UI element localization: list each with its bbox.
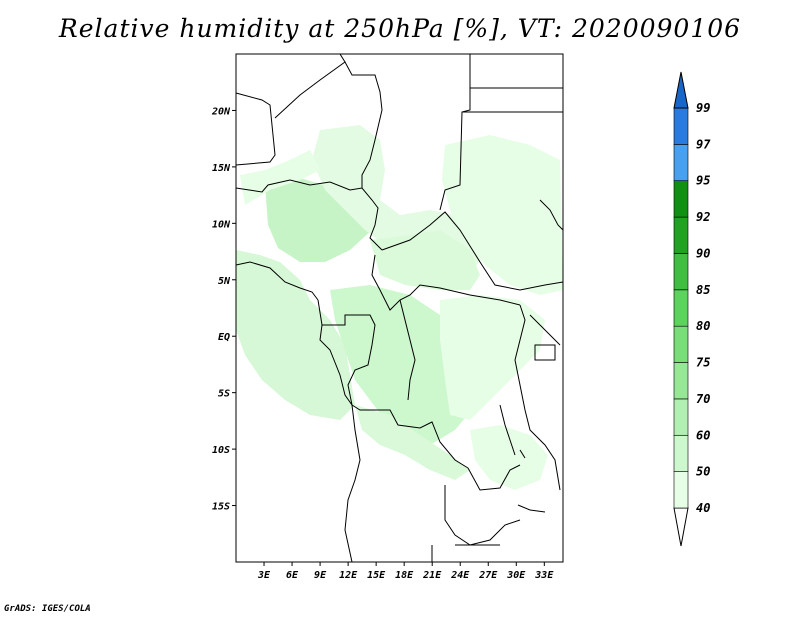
humidity-region-west-africa <box>236 250 355 420</box>
lon-tick-label: 27E <box>478 570 498 581</box>
colorbar: 40 50 60 70 75 80 85 90 92 95 97 99 <box>673 71 711 547</box>
colorbar-segment <box>673 434 689 472</box>
colorbar-segment <box>673 216 689 254</box>
humidity-fill-layer <box>236 125 563 490</box>
colorbar-label: 99 <box>696 101 710 115</box>
lat-tick-label: 5S <box>218 389 230 400</box>
lon-tick-label: 18E <box>395 570 414 581</box>
colorbar-label: 50 <box>696 465 710 479</box>
colorbar-segment <box>673 398 689 436</box>
chart-title: Relative humidity at 250hPa [%], VT: 202… <box>58 14 742 43</box>
humidity-region-car <box>370 230 480 290</box>
colorbar-segment <box>673 180 689 218</box>
lon-tick-label: 6E <box>286 570 299 581</box>
humidity-region-sudan <box>442 135 563 295</box>
colorbar-label: 40 <box>696 501 710 515</box>
lat-tick-label: 5N <box>218 276 231 287</box>
country-borders <box>235 53 564 563</box>
humidity-region-tanzania <box>470 425 548 490</box>
lon-tick-label: 21E <box>422 570 442 581</box>
lon-tick-label: 15E <box>367 570 386 581</box>
lat-tick-label: 15N <box>212 163 231 174</box>
lon-axis: 3E 6E 9E 12E 15E 18E 21E 24E 27E 30E 33E <box>257 562 554 581</box>
lat-axis: 20N 15N 10N 5N EQ 5S 10S 15S <box>211 106 236 513</box>
colorbar-label: 92 <box>696 210 710 224</box>
lon-tick-label: 9E <box>314 570 327 581</box>
colorbar-label: 97 <box>696 137 711 151</box>
map-frame <box>235 53 564 563</box>
colorbar-segment <box>673 362 689 400</box>
colorbar-label: 80 <box>696 319 710 333</box>
lat-tick-label: 10N <box>212 219 231 230</box>
colorbar-segment <box>673 144 689 182</box>
lat-tick-label: EQ <box>218 332 230 343</box>
colorbar-segment <box>673 325 689 363</box>
colorbar-segment <box>673 253 689 291</box>
colorbar-above-triangle <box>673 71 689 109</box>
lon-tick-label: 3E <box>257 570 271 581</box>
lat-tick-label: 10S <box>212 445 230 456</box>
colorbar-label: 95 <box>696 174 710 188</box>
lon-tick-label: 33E <box>534 570 554 581</box>
colorbar-label: 90 <box>696 246 710 260</box>
colorbar-label: 60 <box>696 428 710 442</box>
lat-tick-label: 15S <box>212 502 230 513</box>
lon-tick-label: 30E <box>506 570 526 581</box>
colorbar-below-triangle <box>673 507 689 547</box>
colorbar-label: 70 <box>696 392 710 406</box>
grads-credit: GrADS: IGES/COLA <box>4 604 91 614</box>
colorbar-label: 75 <box>696 356 710 370</box>
colorbar-label: 85 <box>696 283 710 297</box>
lon-tick-label: 12E <box>339 570 358 581</box>
colorbar-segment <box>673 107 689 145</box>
colorbar-segment <box>673 289 689 327</box>
lat-tick-label: 20N <box>211 106 231 117</box>
humidity-region-angola <box>355 405 470 480</box>
lon-tick-label: 24E <box>450 570 470 581</box>
colorbar-segment <box>673 471 689 509</box>
humidity-region-east-africa <box>440 295 545 420</box>
